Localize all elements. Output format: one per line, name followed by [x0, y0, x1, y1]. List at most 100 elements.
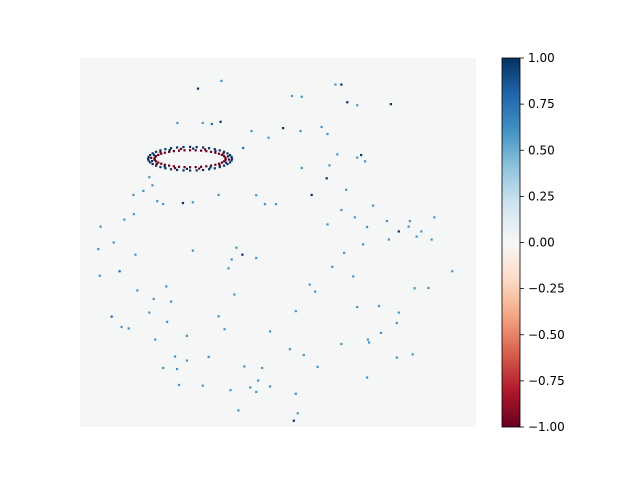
- heatmap-cell: [397, 230, 400, 233]
- cluster-cell: [188, 145, 192, 149]
- heatmap-cell: [308, 283, 311, 286]
- heatmap-cell: [181, 201, 185, 205]
- cluster-cell: [168, 148, 171, 152]
- colorbar-tick-label: −0.75: [528, 374, 565, 388]
- cluster-cell: [163, 165, 166, 168]
- cluster-cell: [222, 152, 225, 155]
- heatmap-cell: [132, 212, 135, 216]
- heatmap-cell: [132, 193, 135, 196]
- cluster-cell: [200, 149, 203, 152]
- cluster-cell: [203, 148, 207, 151]
- heatmap-cell: [175, 367, 179, 371]
- heatmap-cell: [250, 129, 253, 133]
- heatmap-cell: [118, 270, 121, 273]
- cluster-cell: [209, 150, 213, 153]
- colorbar-tick-label: −1.00: [528, 420, 565, 434]
- cluster-cell: [188, 169, 192, 172]
- heatmap-cell: [191, 201, 194, 204]
- cluster-cell: [174, 167, 177, 170]
- heatmap-cell: [352, 275, 355, 278]
- cluster-cell: [147, 159, 150, 162]
- heatmap-cell: [340, 208, 343, 212]
- colorbar-tick-label: 0.00: [528, 236, 555, 250]
- cluster-cell: [230, 159, 233, 162]
- heatmap-cell: [366, 376, 369, 379]
- heatmap-cell: [364, 160, 367, 163]
- heatmap-cell: [294, 310, 297, 313]
- cluster-cell: [201, 146, 205, 149]
- heatmap-cell: [142, 189, 145, 192]
- cluster-cell: [172, 165, 175, 168]
- colorbar-tick-label: 0.25: [528, 189, 555, 203]
- heatmap-cell: [261, 366, 264, 370]
- cluster-cell: [157, 161, 160, 164]
- cluster-cell: [225, 161, 228, 164]
- heatmap-cell: [98, 274, 101, 277]
- colorbar-ticks: −1.00 −0.75 −0.50 −0.25 0.00 0.25 0.50 0.75 1.00: [520, 51, 565, 434]
- cluster-cell: [201, 168, 205, 172]
- cluster-cell: [214, 163, 217, 166]
- heatmap-cell: [326, 223, 329, 226]
- heatmap-cell: [451, 270, 454, 273]
- heatmap-cell: [397, 311, 400, 314]
- heatmap-cell: [300, 95, 303, 98]
- heatmap-cell: [389, 103, 392, 106]
- heatmap-cell: [310, 193, 313, 196]
- heatmap-cell: [282, 127, 285, 130]
- colorbar: −1.00 −0.75 −0.50 −0.25 0.00 0.25 0.50 0.75 1.00: [501, 51, 565, 434]
- heatmap-cell: [154, 338, 157, 341]
- heatmap-cell: [169, 300, 173, 303]
- heatmap-cell: [207, 355, 210, 358]
- cluster-cell: [185, 167, 189, 170]
- heatmap-cell: [230, 258, 233, 261]
- heatmap-cell: [235, 246, 238, 249]
- heatmap-cell: [165, 285, 168, 288]
- heatmap-cell: [316, 365, 319, 368]
- cluster-cell: [160, 162, 163, 165]
- heatmap-cell: [331, 265, 334, 268]
- cluster-cell: [177, 165, 181, 168]
- colorbar-tick-label: 0.50: [528, 143, 555, 157]
- heatmap-cell: [340, 342, 343, 346]
- heatmap-cell: [294, 392, 297, 395]
- colorbar-tick-label: −0.25: [528, 282, 565, 296]
- cluster-cell: [168, 164, 171, 167]
- cluster-cell: [228, 161, 232, 164]
- heatmap-cell: [220, 79, 223, 82]
- heatmap-cell: [300, 166, 303, 170]
- heatmap-cell: [201, 384, 204, 387]
- heatmap-cell: [340, 83, 343, 86]
- heatmap-cell: [377, 304, 381, 308]
- cluster-cell: [188, 149, 192, 152]
- cluster-cell: [159, 149, 162, 152]
- heatmap-cell: [326, 132, 329, 136]
- cluster-cell: [208, 168, 211, 171]
- heatmap-cell: [227, 267, 230, 270]
- cluster-cell: [160, 152, 163, 155]
- heatmap-cell: [415, 235, 418, 238]
- heatmap-cell: [217, 193, 220, 196]
- cluster-cell: [177, 149, 181, 152]
- heatmap-cell: [371, 204, 375, 207]
- cluster-cell: [209, 166, 212, 169]
- heatmap-cell: [210, 122, 213, 126]
- heatmap-cell: [356, 305, 359, 309]
- cluster-cell: [159, 165, 162, 169]
- heatmap-cell: [134, 253, 137, 256]
- heatmap-cell: [413, 287, 416, 290]
- heatmap-cell: [411, 353, 414, 356]
- heatmap-cell: [420, 230, 423, 233]
- heatmap-cell: [362, 243, 365, 246]
- heatmap-cell: [292, 419, 295, 422]
- heatmap-cells: [97, 79, 454, 422]
- heatmap-cell: [148, 311, 151, 314]
- heatmap-cell: [219, 120, 222, 123]
- cluster-cell: [222, 155, 226, 158]
- cluster-cell: [182, 145, 185, 149]
- heatmap-cell: [176, 121, 179, 125]
- cluster-cell: [153, 157, 156, 160]
- heatmap-cell: [123, 218, 126, 221]
- heatmap-background: [80, 58, 476, 427]
- cluster-cell: [230, 157, 234, 160]
